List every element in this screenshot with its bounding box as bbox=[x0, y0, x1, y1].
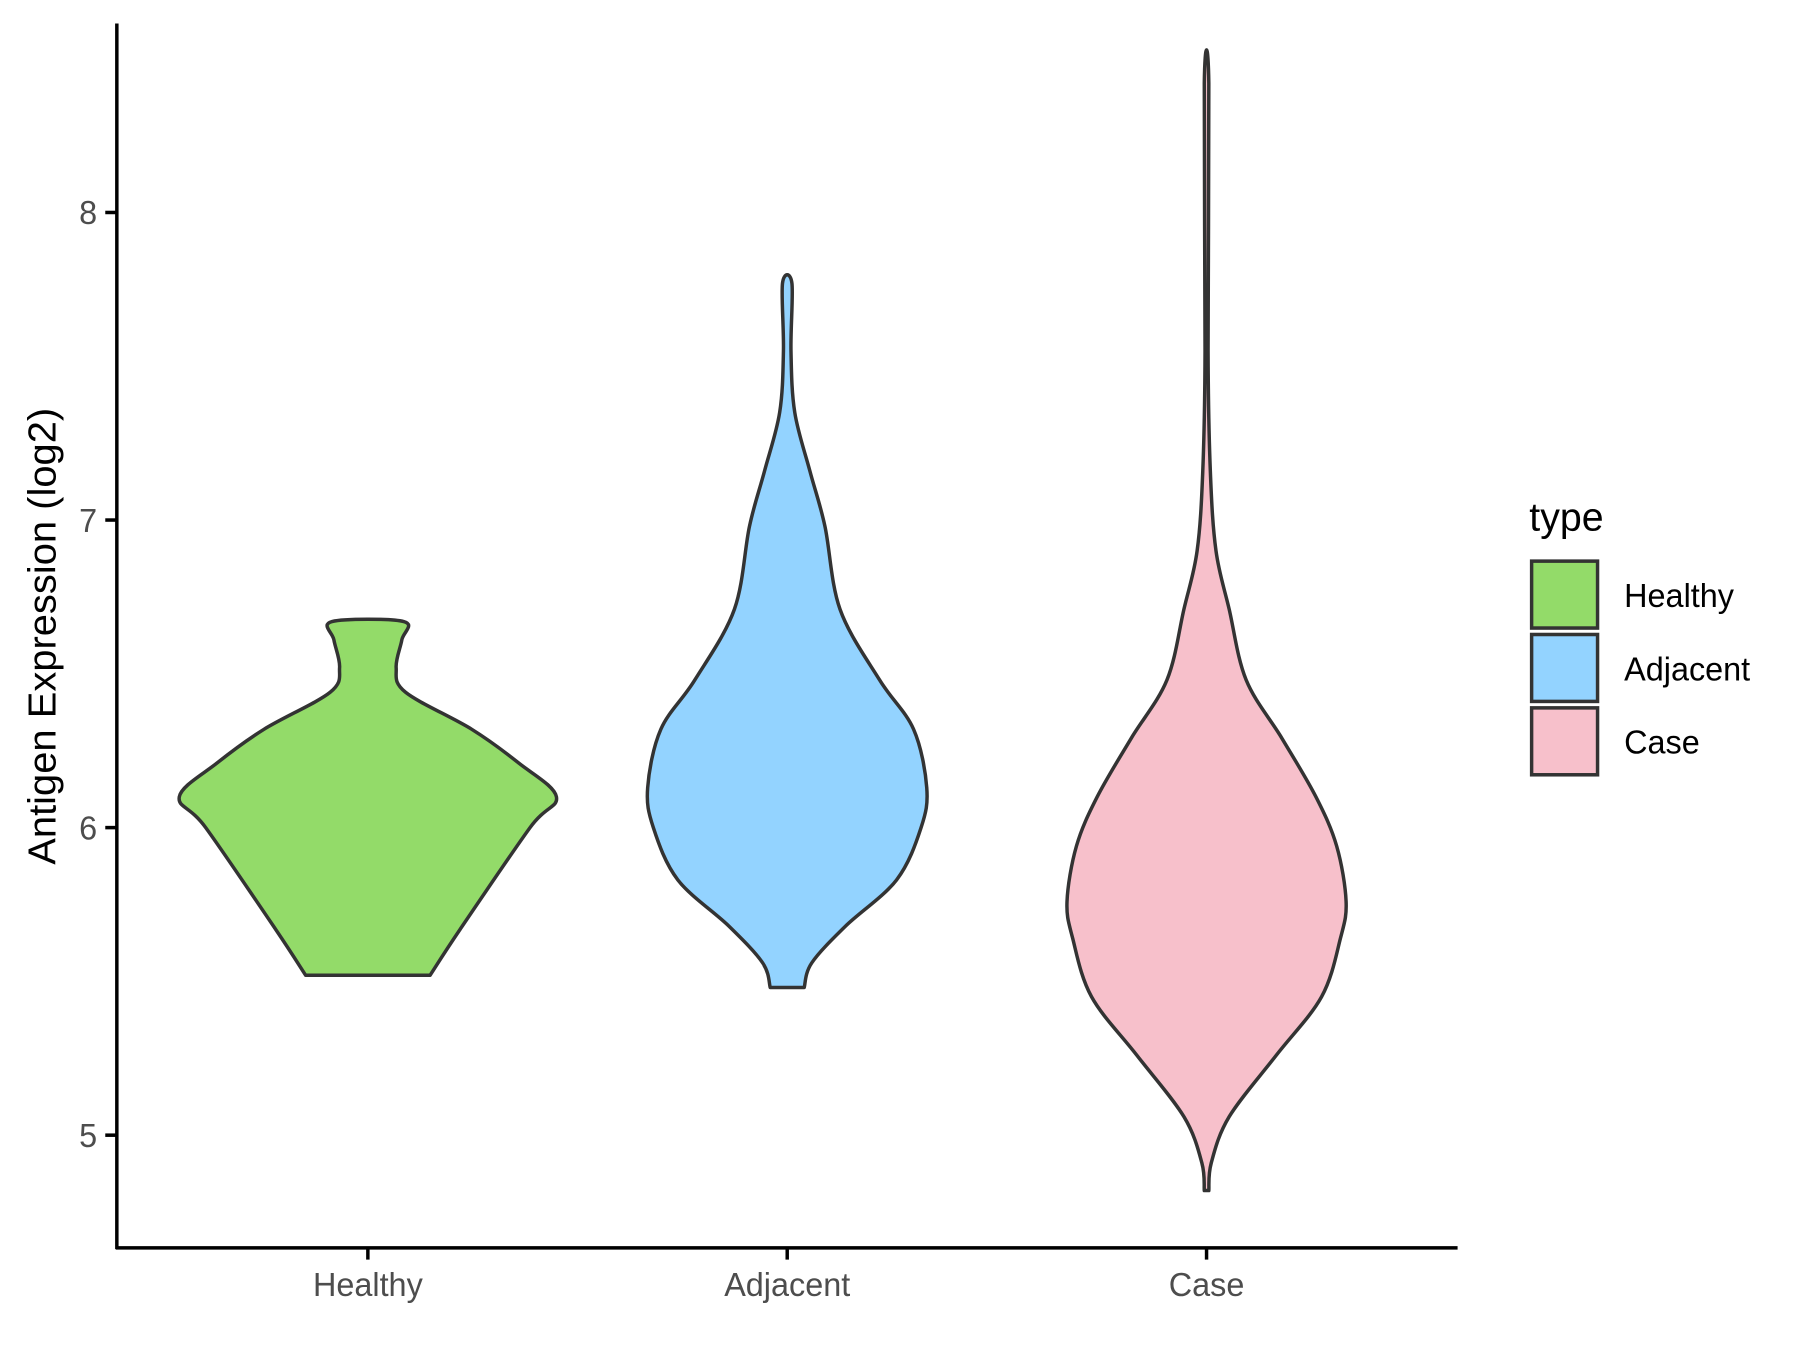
x-tick-label: Case bbox=[1169, 1266, 1245, 1303]
y-tick-label: 5 bbox=[79, 1117, 97, 1154]
legend-title: type bbox=[1529, 495, 1603, 539]
y-tick-label: 8 bbox=[79, 194, 97, 231]
y-ticks: 5 6 7 8 bbox=[79, 194, 117, 1154]
violin-adjacent bbox=[645, 272, 929, 990]
violins bbox=[177, 48, 1348, 1193]
x-tick-label: Adjacent bbox=[724, 1266, 850, 1303]
y-tick-label: 6 bbox=[79, 809, 97, 846]
legend-swatch-case bbox=[1529, 706, 1600, 777]
violin-case bbox=[1065, 48, 1348, 1193]
legend-swatch-adjacent bbox=[1529, 632, 1600, 704]
violin-healthy bbox=[177, 617, 559, 978]
legend-label-adjacent: Adjacent bbox=[1624, 650, 1750, 687]
x-tick-label: Healthy bbox=[313, 1266, 423, 1303]
legend: type Healthy Adjacent Case bbox=[1529, 495, 1750, 777]
y-tick-label: 7 bbox=[79, 502, 97, 539]
x-ticks: Healthy Adjacent Case bbox=[313, 1247, 1245, 1303]
legend-label-case: Case bbox=[1624, 723, 1700, 760]
y-axis-title: Antigen Expression (log2) bbox=[21, 408, 65, 865]
legend-label-healthy: Healthy bbox=[1624, 577, 1734, 614]
legend-swatch-healthy bbox=[1529, 559, 1600, 630]
